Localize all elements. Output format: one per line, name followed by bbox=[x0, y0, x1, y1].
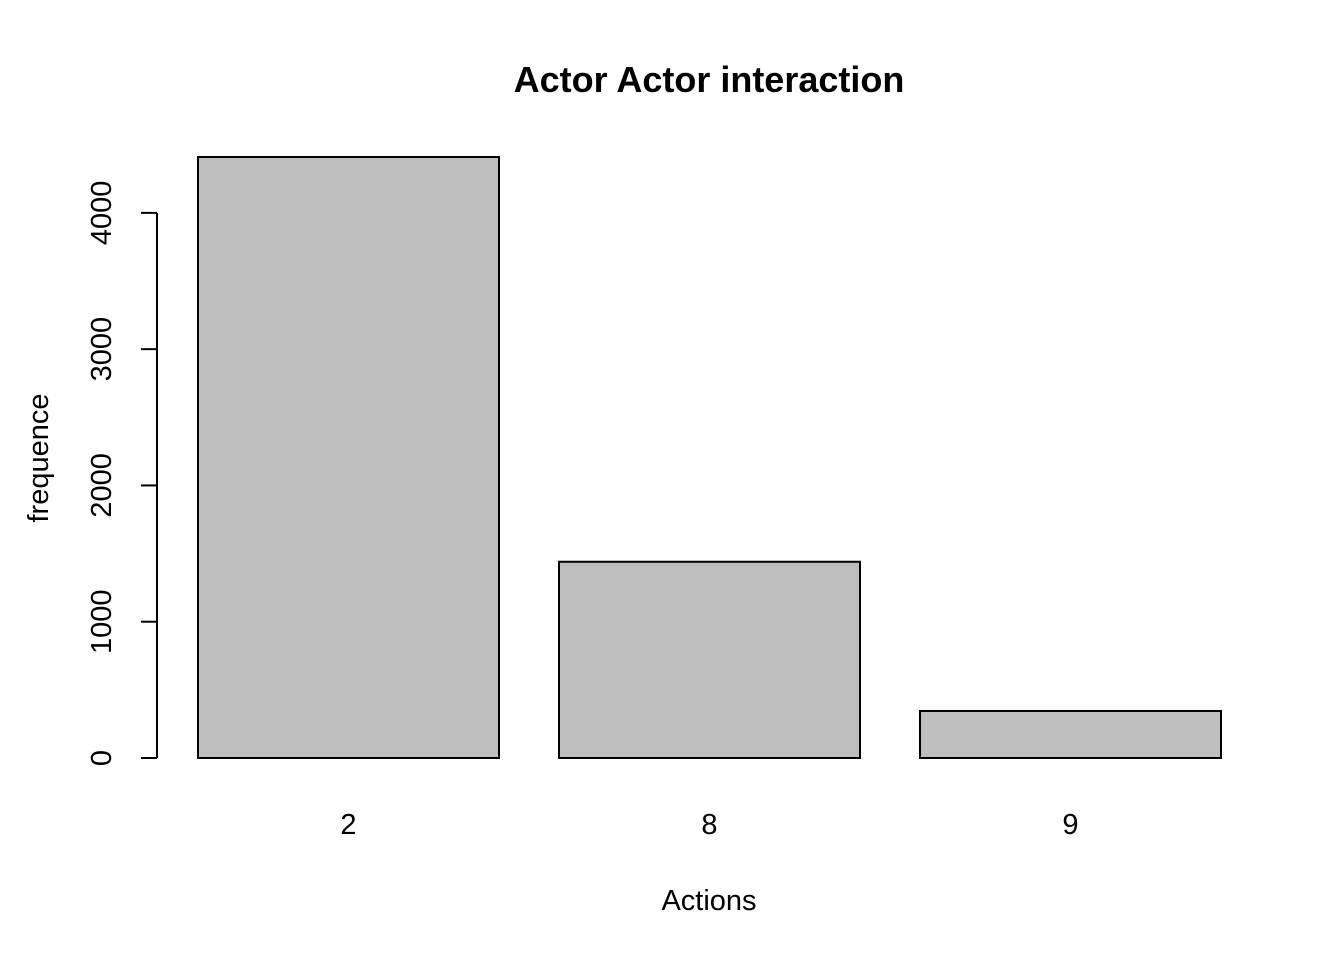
y-axis: 0 1000 2000 3000 4000 bbox=[86, 181, 158, 766]
y-axis-label: frequence bbox=[23, 394, 55, 523]
bars-group bbox=[197, 156, 1222, 760]
x-tick-labels: 2 8 9 bbox=[340, 809, 1078, 841]
y-tick-label: 0 bbox=[86, 750, 118, 766]
y-tick-label: 2000 bbox=[86, 453, 118, 518]
x-tick-label: 8 bbox=[701, 809, 717, 841]
y-tick-label: 1000 bbox=[86, 589, 118, 654]
bar-9 bbox=[919, 709, 1222, 759]
y-tick-label: 3000 bbox=[86, 317, 118, 382]
bar-2 bbox=[197, 156, 500, 759]
x-axis-label: Actions bbox=[661, 885, 756, 917]
chart-title: Actor Actor interaction bbox=[514, 59, 905, 100]
x-tick-label: 2 bbox=[340, 809, 356, 841]
bar-8 bbox=[558, 560, 861, 760]
x-tick-label: 9 bbox=[1062, 809, 1078, 841]
y-tick-label: 4000 bbox=[86, 181, 118, 246]
